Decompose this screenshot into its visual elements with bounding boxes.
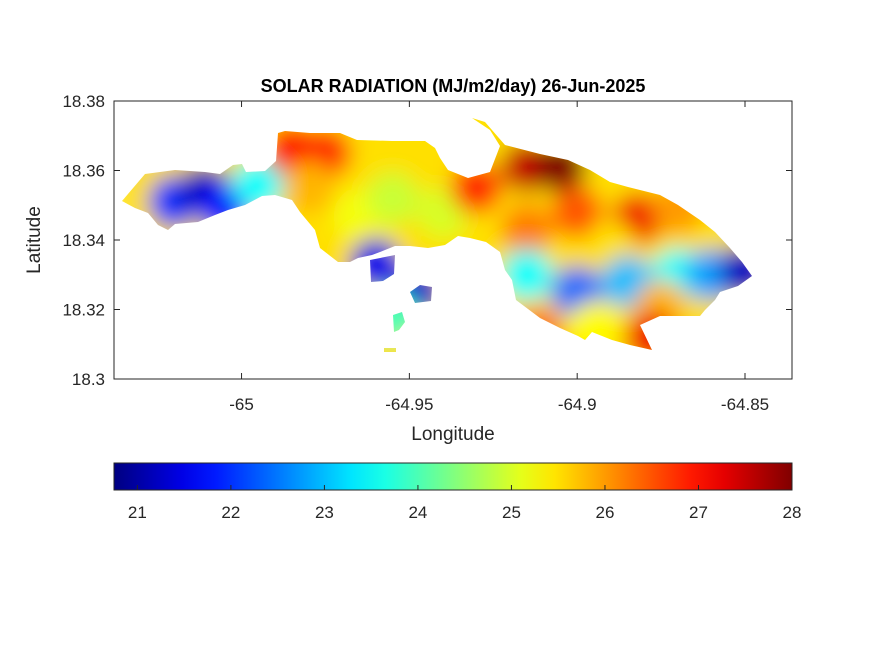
colorbar-tick-label: 22	[221, 503, 240, 522]
field-sample	[500, 248, 553, 301]
x-tick-label: -64.9	[558, 395, 597, 414]
x-tick-label: -64.95	[385, 395, 433, 414]
colorbar	[113, 462, 793, 491]
y-tick-label: 18.36	[62, 162, 105, 181]
x-axis-label: Longitude	[411, 424, 494, 445]
field-sample	[719, 245, 752, 298]
colorbar-tick-label: 28	[783, 503, 802, 522]
field-sample	[282, 161, 335, 214]
field-sample	[366, 172, 419, 225]
colorbar-tick-label: 23	[315, 503, 334, 522]
colorbar-tick-label: 24	[408, 503, 427, 522]
chart-title: SOLAR RADIATION (MJ/m2/day) 26-Jun-2025	[261, 76, 646, 96]
colorbar-tick-label: 26	[596, 503, 615, 522]
y-tick-label: 18.34	[62, 231, 105, 250]
y-tick-label: 18.38	[62, 92, 105, 111]
colorbar-tick-label: 25	[502, 503, 521, 522]
field-sample	[551, 186, 604, 239]
field-sample	[500, 203, 553, 256]
y-tick-label: 18.32	[62, 301, 105, 320]
y-tick-label: 18.3	[72, 370, 105, 389]
colorbar-tick-label: 21	[128, 503, 147, 522]
x-tick-label: -64.85	[721, 395, 769, 414]
colorbar-tick-label: 27	[689, 503, 708, 522]
x-tick-label: -65	[229, 395, 254, 414]
y-axis-label: Latitude	[24, 206, 45, 274]
